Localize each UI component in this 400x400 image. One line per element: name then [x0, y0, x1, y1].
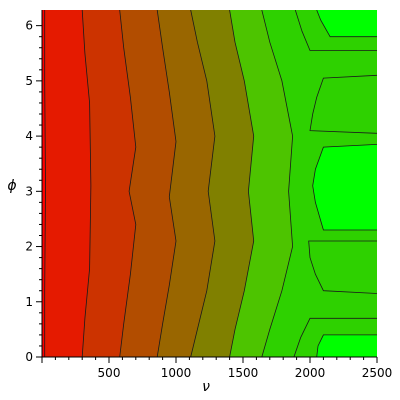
y-axis-label: ϕ: [7, 178, 16, 194]
contour-line-8-10: [294, 10, 377, 51]
contour-line-2-1: [81, 10, 92, 357]
y-tick-label: 3: [25, 184, 33, 198]
contour-line-9-12: [312, 144, 377, 231]
contour-line-5-4: [190, 10, 216, 357]
y-tick-label: 1: [25, 295, 33, 309]
plot-frame: [41, 10, 377, 358]
contour-line-8-9: [309, 74, 377, 134]
x-axis: 500 1000 1500 2000 2500: [41, 357, 393, 380]
contour-line-4-3: [156, 10, 177, 357]
contour-line-8-8: [308, 240, 377, 294]
contour-line-9-13: [316, 10, 377, 38]
band-9-middle: [312, 144, 377, 230]
x-tick-label: 1000: [161, 366, 192, 380]
y-tick-label: 6: [25, 19, 33, 33]
contour-bands: [42, 10, 377, 357]
contour-line-9-11: [316, 334, 377, 357]
contour-line-6-5: [229, 10, 255, 357]
x-tick-label: 2000: [295, 366, 326, 380]
y-tick-label: 0: [25, 350, 33, 364]
contour-line-1-0: [44, 10, 46, 357]
contour-line-8-7: [293, 317, 377, 357]
y-tick-label: 5: [25, 74, 33, 88]
contour-line-3-2: [119, 10, 137, 357]
x-tick-label: 1500: [228, 366, 259, 380]
band-9-bottom: [316, 334, 377, 357]
contour-lines: [44, 10, 377, 357]
x-tick-label: 2500: [362, 366, 393, 380]
band-2: [42, 10, 91, 357]
y-tick-label: 2: [25, 240, 33, 254]
y-tick-label: 4: [25, 129, 33, 143]
y-axis: 0 1 2 3 4 5 6: [25, 19, 42, 364]
contour-line-7-6: [261, 10, 294, 357]
band-9-top: [316, 10, 377, 37]
x-tick-label: 500: [98, 366, 121, 380]
x-axis-label: ν: [202, 379, 210, 395]
